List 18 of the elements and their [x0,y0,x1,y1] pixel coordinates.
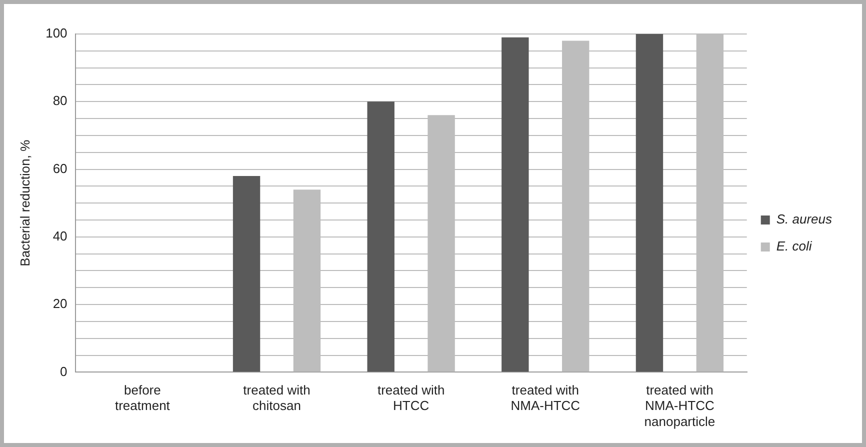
x-tick-label: treated with HTCC [377,382,445,414]
y-tick-label: 0 [60,364,68,379]
bar [502,37,529,372]
y-tick-label: 40 [52,228,68,244]
x-tick-label: treated with NMA-HTCC [510,382,580,414]
y-axis-title: Bacterial reduction, % [17,139,32,266]
bar [232,176,260,372]
bar [367,102,394,372]
bar [636,34,664,372]
legend-label: S. aureus [776,212,832,227]
y-tick-label: 100 [46,26,68,41]
y-tick-label: 60 [52,160,68,176]
legend-label: E. coli [776,238,813,254]
x-tick-label: treated with chitosan [243,382,310,414]
x-tick-label: before treatment [114,382,170,414]
y-tick-label: 80 [52,93,68,108]
y-tick-label: 20 [52,296,68,312]
x-tick-label: treated with NMA-HTCC nanoparticle [644,382,716,429]
